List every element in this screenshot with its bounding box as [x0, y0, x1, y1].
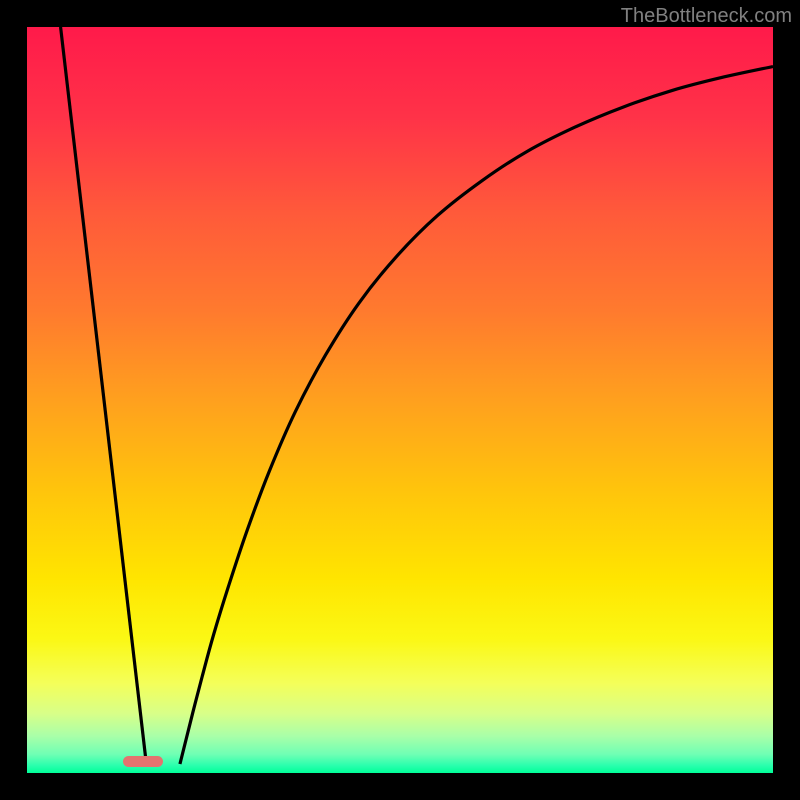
- left-v-line: [61, 27, 147, 764]
- watermark-text: TheBottleneck.com: [621, 5, 792, 28]
- minimum-marker: [123, 756, 163, 767]
- plot-area: [27, 27, 773, 773]
- right-v-curve: [180, 67, 773, 765]
- bottleneck-curves: [27, 27, 773, 773]
